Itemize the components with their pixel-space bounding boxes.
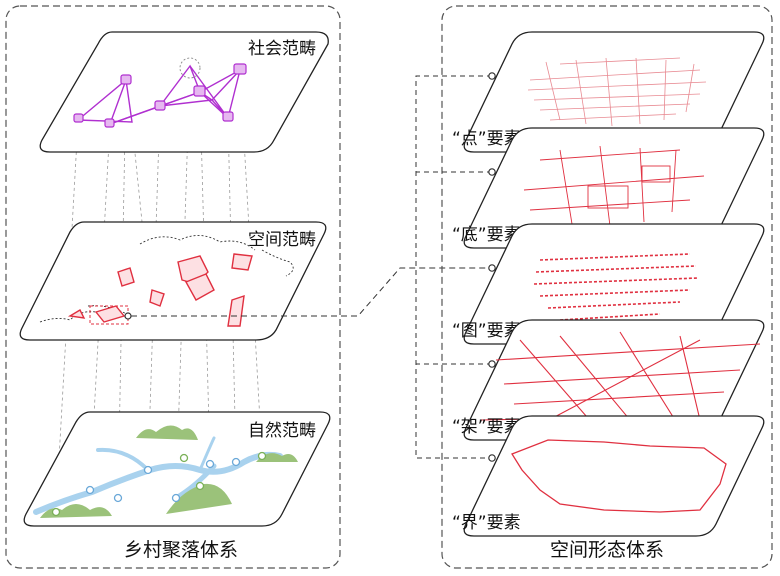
social-node xyxy=(154,100,166,111)
base-pattern xyxy=(523,145,705,227)
social-node xyxy=(193,85,206,97)
social-node xyxy=(233,63,247,75)
panel-connector xyxy=(131,267,492,317)
spatial-link-node xyxy=(124,312,132,320)
layer-frame: “架”要素 xyxy=(452,319,765,441)
frame-layer-label: “架”要素 xyxy=(452,417,521,437)
vegetation-patch xyxy=(166,483,232,514)
vegetation-node xyxy=(51,507,61,517)
river xyxy=(33,436,283,515)
natural-nodes xyxy=(85,457,241,503)
connector-node xyxy=(488,360,496,368)
connector-node xyxy=(488,264,496,272)
vegetation-node xyxy=(179,453,189,463)
vegetation-patch xyxy=(136,425,198,440)
spatial-patch xyxy=(94,305,126,323)
layer-base: “底”要素 xyxy=(452,127,765,249)
spatial-patch xyxy=(149,289,165,307)
boundary-layer-label: “界”要素 xyxy=(452,513,521,533)
spatial-patch xyxy=(117,267,135,287)
boundary-outline xyxy=(511,439,727,513)
right-panel-title: 空间形态体系 xyxy=(550,539,664,561)
connector-node xyxy=(488,454,496,462)
social-layer-label: 社会范畴 xyxy=(248,39,316,59)
left-panel-title: 乡村聚落体系 xyxy=(124,539,238,561)
natural-node xyxy=(205,459,215,469)
left-panel-frame xyxy=(5,5,341,569)
social-cluster-outline xyxy=(179,57,201,79)
social-nodes xyxy=(73,63,247,128)
vegetation-patch xyxy=(256,453,298,462)
point-pattern xyxy=(527,57,707,127)
natural-node xyxy=(85,485,95,495)
spatial-layer-plane xyxy=(19,221,327,341)
vegetation-nodes xyxy=(51,451,267,517)
base-layer-label: “底”要素 xyxy=(452,225,521,245)
natural-node xyxy=(171,493,181,503)
spatial-patches xyxy=(67,253,253,327)
frame-pattern xyxy=(479,331,761,433)
right-connector-nodes xyxy=(488,72,496,462)
natural-node xyxy=(143,465,153,475)
spatial-layer-label: 空间范畴 xyxy=(248,230,316,250)
social-node xyxy=(222,111,234,122)
social-node xyxy=(73,113,84,123)
spatial-patch xyxy=(231,253,253,271)
point-layer-label: “点”要素 xyxy=(452,129,521,149)
right-bracket-connectors xyxy=(415,75,492,459)
natural-node xyxy=(231,457,241,467)
natural-node xyxy=(113,493,123,503)
layer-point: “点”要素 xyxy=(452,31,765,153)
layer-boundary: “界”要素 xyxy=(452,415,765,537)
spatial-patch xyxy=(67,309,86,319)
vegetation-node xyxy=(195,481,205,491)
social-node xyxy=(104,118,115,128)
spatial-patch xyxy=(185,273,215,301)
layer-figure: “图”要素 xyxy=(452,223,765,345)
figure-pattern xyxy=(533,253,699,321)
natural-layer-label: 自然范畴 xyxy=(248,421,316,441)
connector-node xyxy=(488,168,496,176)
vegetation-node xyxy=(257,451,267,461)
social-node xyxy=(120,74,132,85)
connector-node xyxy=(488,72,496,80)
boundary-layer-plane xyxy=(463,415,765,537)
spatial-patch xyxy=(227,294,245,327)
figure-layer-label: “图”要素 xyxy=(452,321,521,341)
